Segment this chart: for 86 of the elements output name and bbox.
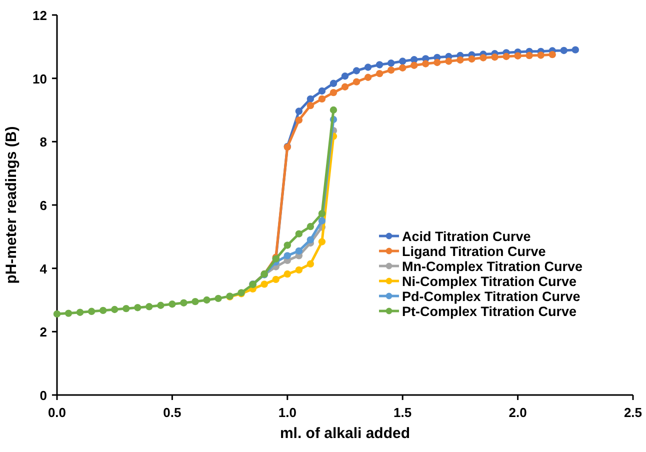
point [192,298,199,306]
point [330,80,338,87]
point [341,83,349,90]
point [456,56,464,64]
point [399,64,406,72]
x-tick-label: 0.0 [48,405,66,420]
point [318,210,326,218]
point [99,306,107,314]
point [387,66,395,74]
point [111,306,118,314]
point [64,310,72,317]
point [364,64,372,71]
legend-label: Pt-Complex Titration Curve [402,304,578,319]
point [284,252,291,260]
point [548,50,556,58]
point [88,308,96,315]
legend-label: Mn-Complex Titration Curve [402,259,584,274]
point [272,276,280,284]
point [330,88,338,96]
point [157,302,164,309]
point [203,296,210,304]
y-tick-label: 12 [32,8,47,23]
point [376,70,384,78]
point [295,247,303,255]
y-tick-label: 4 [40,261,48,276]
point [364,74,372,81]
point [295,108,303,115]
x-axis-title: ml. of alkali added [280,425,410,442]
point [180,299,188,306]
legend-label: Acid Titration Curve [402,229,532,244]
point [295,230,303,238]
point [260,280,268,288]
point [491,54,498,61]
x-tick-label: 1.0 [278,405,296,420]
y-tick-label: 10 [32,71,47,86]
point [306,95,314,103]
point [399,58,406,65]
point [306,102,314,110]
point [514,52,522,60]
point [434,58,441,66]
legend-label: Ligand Titration Curve [402,244,546,259]
point [134,304,142,312]
point [502,52,510,60]
point [387,60,395,67]
y-tick-label: 2 [40,324,47,340]
point [560,46,568,54]
point [318,217,326,224]
point [284,242,291,249]
point [76,308,84,316]
point [422,60,430,68]
legend-label: Ni-Complex Titration Curve [402,274,578,289]
x-tick-label: 1.5 [394,405,412,420]
point [410,62,418,69]
point [480,54,487,62]
point [295,266,303,274]
point [572,46,579,54]
y-tick-label: 6 [40,198,47,213]
point [318,95,326,103]
point [537,52,544,59]
point [284,270,291,278]
point [468,55,476,63]
point [318,238,326,246]
x-tick-label: 0.5 [163,405,182,420]
point [306,236,314,244]
point [168,300,176,308]
point [146,303,153,310]
y-axis-title: pH-meter readings (B) [3,126,20,284]
y-tick-label: 0 [40,388,47,403]
point [526,52,533,60]
x-tick-label: 2.5 [624,405,642,420]
point [445,58,452,65]
legend-label: Pd-Complex Titration Curve [402,289,581,304]
y-tick-label: 8 [40,134,47,150]
point [306,260,314,268]
point [295,116,303,124]
point [318,87,326,95]
point [53,310,61,318]
point [341,72,349,80]
point [376,61,384,68]
point [330,106,338,114]
point [306,222,314,230]
point [214,294,222,302]
point [352,78,360,86]
point [352,67,360,74]
point [122,304,130,312]
x-tick-label: 2.0 [508,405,527,420]
